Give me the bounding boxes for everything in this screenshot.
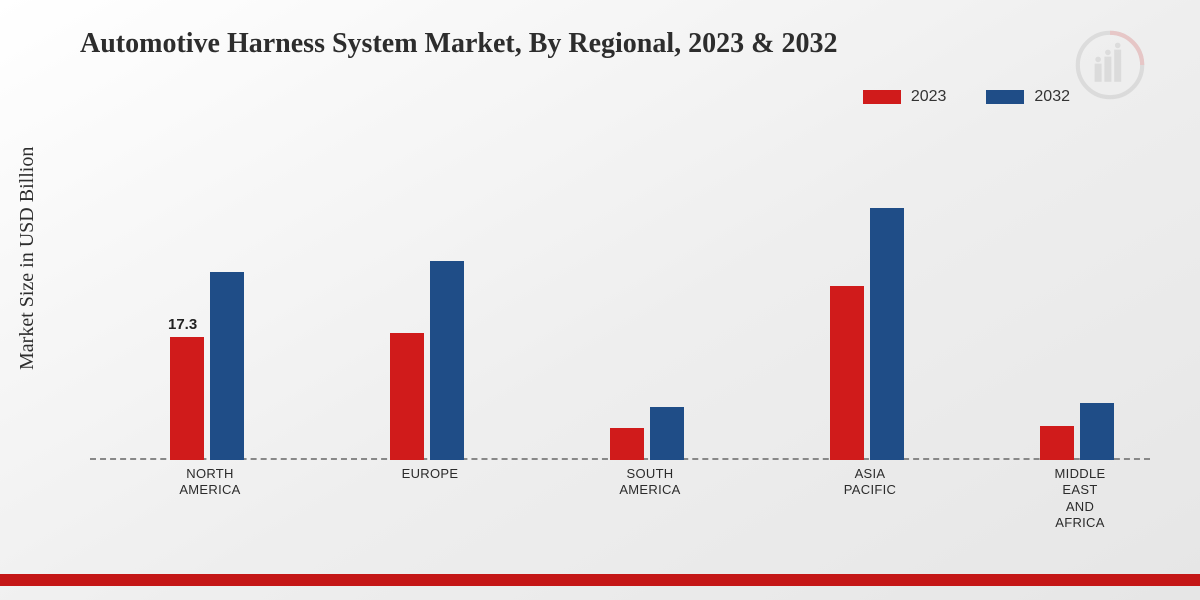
bar-2023 — [170, 337, 204, 460]
bar-2023 — [1040, 426, 1074, 460]
bar-2023 — [610, 428, 644, 460]
watermark-logo-icon — [1075, 30, 1145, 100]
legend-item-2032: 2032 — [986, 88, 1070, 106]
bar-2032 — [1080, 403, 1114, 460]
page-root: Automotive Harness System Market, By Reg… — [0, 0, 1200, 600]
x-axis-category-label: EUROPE — [340, 466, 520, 482]
x-axis-category-label: MIDDLEEASTANDAFRICA — [990, 466, 1170, 531]
bar-2032 — [650, 407, 684, 460]
bar-2023 — [390, 333, 424, 460]
footer-accent-bar — [0, 574, 1200, 586]
y-axis-label: Market Size in USD Billion — [16, 147, 39, 370]
legend-item-2023: 2023 — [863, 88, 947, 106]
x-axis-category-label: ASIAPACIFIC — [780, 466, 960, 499]
x-axis-category-label: SOUTHAMERICA — [560, 466, 740, 499]
chart-plot-area: 17.3 — [90, 140, 1150, 460]
bar-2032 — [430, 261, 464, 460]
legend-label-2032: 2032 — [1034, 88, 1070, 106]
legend-swatch-2023 — [863, 90, 901, 104]
legend: 2023 2032 — [863, 88, 1070, 106]
x-axis-category-label: NORTHAMERICA — [120, 466, 300, 499]
legend-swatch-2032 — [986, 90, 1024, 104]
bar-2023 — [830, 286, 864, 460]
bar-value-label: 17.3 — [168, 316, 197, 333]
chart-title: Automotive Harness System Market, By Reg… — [80, 28, 837, 60]
bar-2032 — [210, 272, 244, 460]
legend-label-2023: 2023 — [911, 88, 947, 106]
bar-2032 — [870, 208, 904, 460]
